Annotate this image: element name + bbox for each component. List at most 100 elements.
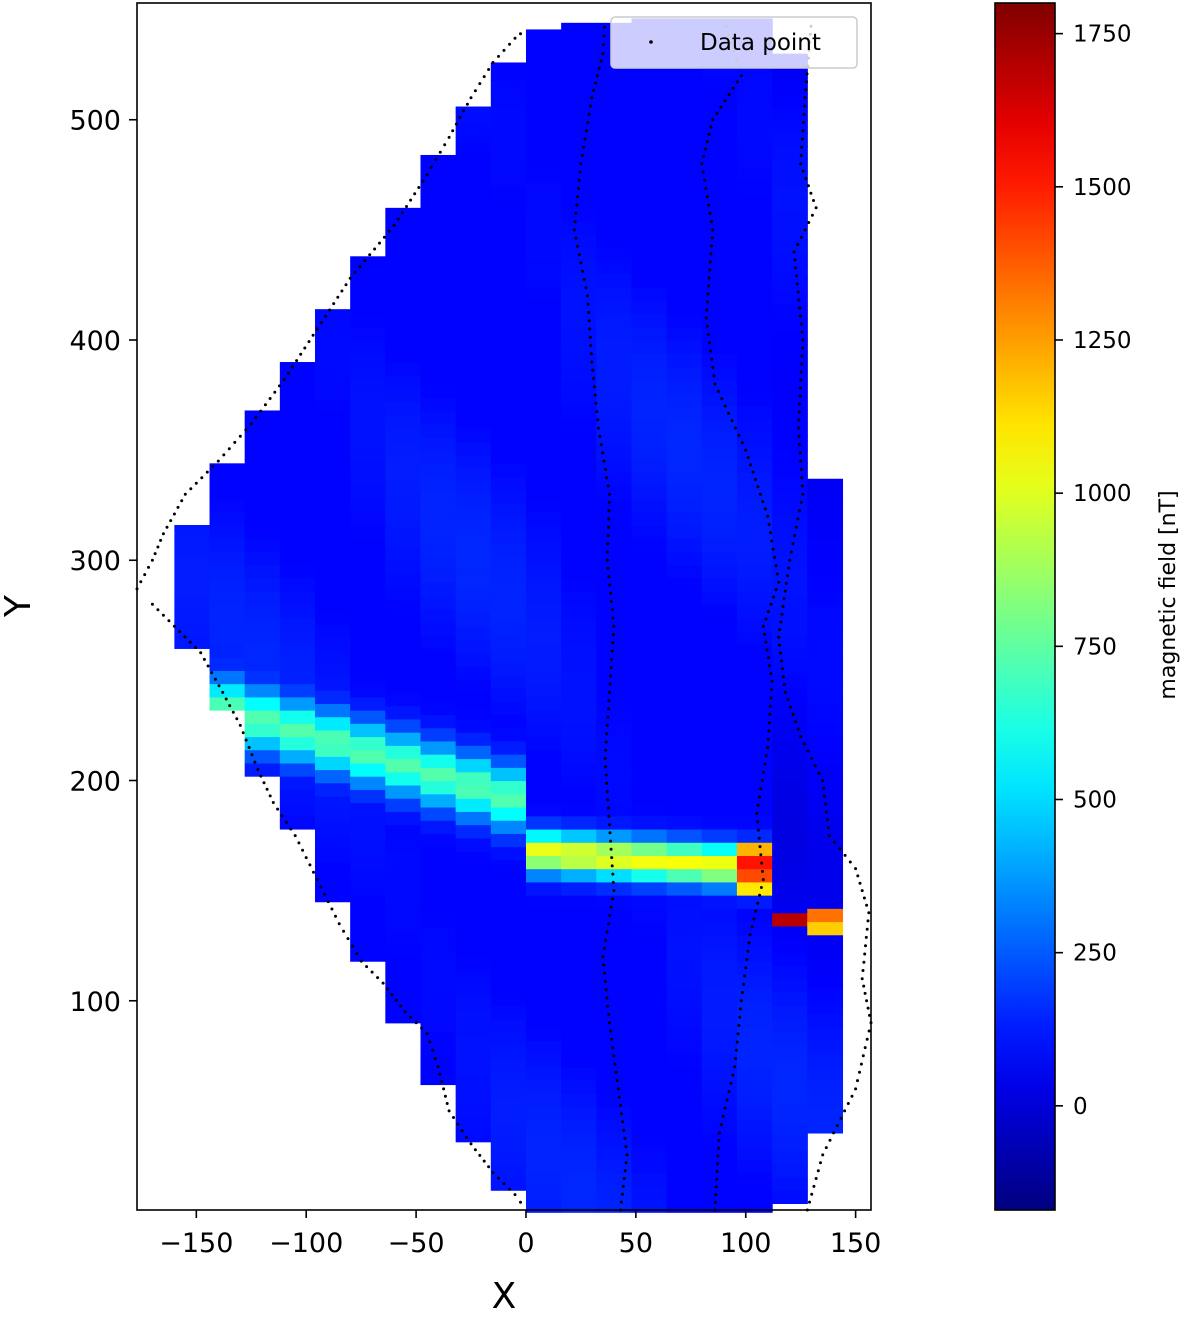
- heatmap-cell: [561, 630, 597, 645]
- heatmap-cell: [385, 507, 422, 522]
- heatmap-cell: [561, 445, 597, 460]
- data-point: [469, 96, 473, 100]
- heatmap-cell: [561, 379, 597, 394]
- heatmap-cell: [244, 485, 281, 500]
- heatmap-cell: [490, 93, 527, 108]
- heatmap-cell: [596, 141, 633, 156]
- heatmap-cell: [525, 643, 562, 658]
- heatmap-cell: [244, 617, 281, 632]
- heatmap-cell: [420, 859, 457, 874]
- data-point: [824, 810, 828, 814]
- heatmap-cell: [455, 626, 492, 641]
- data-point: [867, 911, 871, 915]
- heatmap-cell: [807, 630, 844, 645]
- data-point: [221, 690, 225, 694]
- heatmap-cell: [455, 150, 492, 165]
- heatmap-cell: [596, 75, 633, 90]
- data-point: [709, 220, 713, 224]
- heatmap-cell: [736, 458, 773, 473]
- data-point: [839, 1116, 843, 1120]
- heatmap-cell: [209, 577, 246, 592]
- heatmap-cell: [666, 260, 703, 275]
- data-point: [761, 869, 764, 873]
- heatmap-cell: [385, 692, 422, 707]
- data-point: [194, 481, 198, 485]
- heatmap-cell: [279, 762, 316, 777]
- heatmap-cell: [490, 159, 527, 174]
- data-point: [803, 96, 807, 100]
- data-point: [735, 1040, 739, 1044]
- heatmap-cell: [455, 441, 492, 456]
- data-point: [478, 82, 482, 86]
- data-point: [748, 933, 752, 937]
- heatmap-cell: [385, 494, 422, 508]
- heatmap-cell: [772, 978, 808, 993]
- data-point: [737, 1024, 741, 1027]
- heatmap-cell: [455, 943, 492, 958]
- heatmap-cell: [631, 1066, 668, 1081]
- heatmap-cell: [666, 485, 703, 500]
- heatmap-cell: [807, 1040, 844, 1055]
- heatmap-cell: [701, 736, 738, 751]
- heatmap-cell: [807, 987, 844, 1002]
- heatmap-cell: [315, 425, 351, 440]
- heatmap-cell: [596, 1093, 633, 1108]
- heatmap-cell: [736, 1040, 773, 1055]
- heatmap-cell: [420, 265, 457, 279]
- heatmap-cell: [561, 287, 597, 301]
- heatmap-cell: [701, 868, 738, 883]
- heatmap-cell: [701, 287, 738, 301]
- data-point: [715, 1170, 719, 1173]
- heatmap-cell: [736, 987, 773, 1002]
- heatmap-cell: [420, 278, 457, 293]
- heatmap-cell: [666, 168, 703, 183]
- heatmap-cell: [490, 621, 527, 636]
- data-point: [832, 1131, 836, 1135]
- heatmap-cell: [385, 256, 422, 271]
- data-point: [714, 1185, 718, 1189]
- data-point: [323, 314, 327, 318]
- heatmap-cell: [631, 300, 668, 315]
- data-point: [286, 371, 290, 375]
- heatmap-cell: [772, 410, 808, 425]
- heatmap-cell: [350, 326, 386, 341]
- heatmap-cell: [455, 322, 492, 337]
- heatmap-cell: [490, 767, 527, 782]
- data-point: [183, 492, 187, 496]
- data-point: [387, 229, 391, 233]
- heatmap-cell: [385, 229, 422, 244]
- data-point: [598, 434, 602, 438]
- data-point: [731, 86, 735, 90]
- data-point: [866, 919, 870, 923]
- data-point: [821, 779, 825, 782]
- heatmap-cell: [350, 881, 386, 896]
- data-point: [425, 1032, 429, 1036]
- heatmap-cell: [666, 379, 703, 394]
- heatmap-cell: [596, 102, 633, 116]
- heatmap-cell: [209, 591, 246, 605]
- data-point: [764, 617, 768, 621]
- data-point: [725, 1098, 729, 1102]
- heatmap-cell: [666, 683, 703, 698]
- heatmap-cell: [631, 1000, 668, 1015]
- heatmap-cell: [561, 974, 597, 989]
- data-point: [708, 268, 712, 272]
- heatmap-cell: [736, 432, 773, 447]
- heatmap-cell: [807, 1013, 844, 1028]
- heatmap-cell: [807, 657, 844, 671]
- data-point: [711, 228, 715, 232]
- heatmap-cell: [701, 643, 738, 658]
- heatmap-cell: [596, 789, 633, 804]
- heatmap-cell: [736, 538, 773, 553]
- data-point: [417, 186, 421, 189]
- data-point: [621, 1120, 625, 1124]
- heatmap-cell: [736, 88, 773, 103]
- heatmap-cell: [736, 643, 773, 658]
- data-point: [799, 322, 803, 326]
- heatmap-cell: [279, 643, 316, 658]
- heatmap-cell: [350, 511, 386, 526]
- heatmap-cell: [772, 1150, 808, 1165]
- data-point: [445, 1102, 449, 1105]
- heatmap-cell: [772, 1071, 808, 1086]
- data-point: [217, 684, 221, 688]
